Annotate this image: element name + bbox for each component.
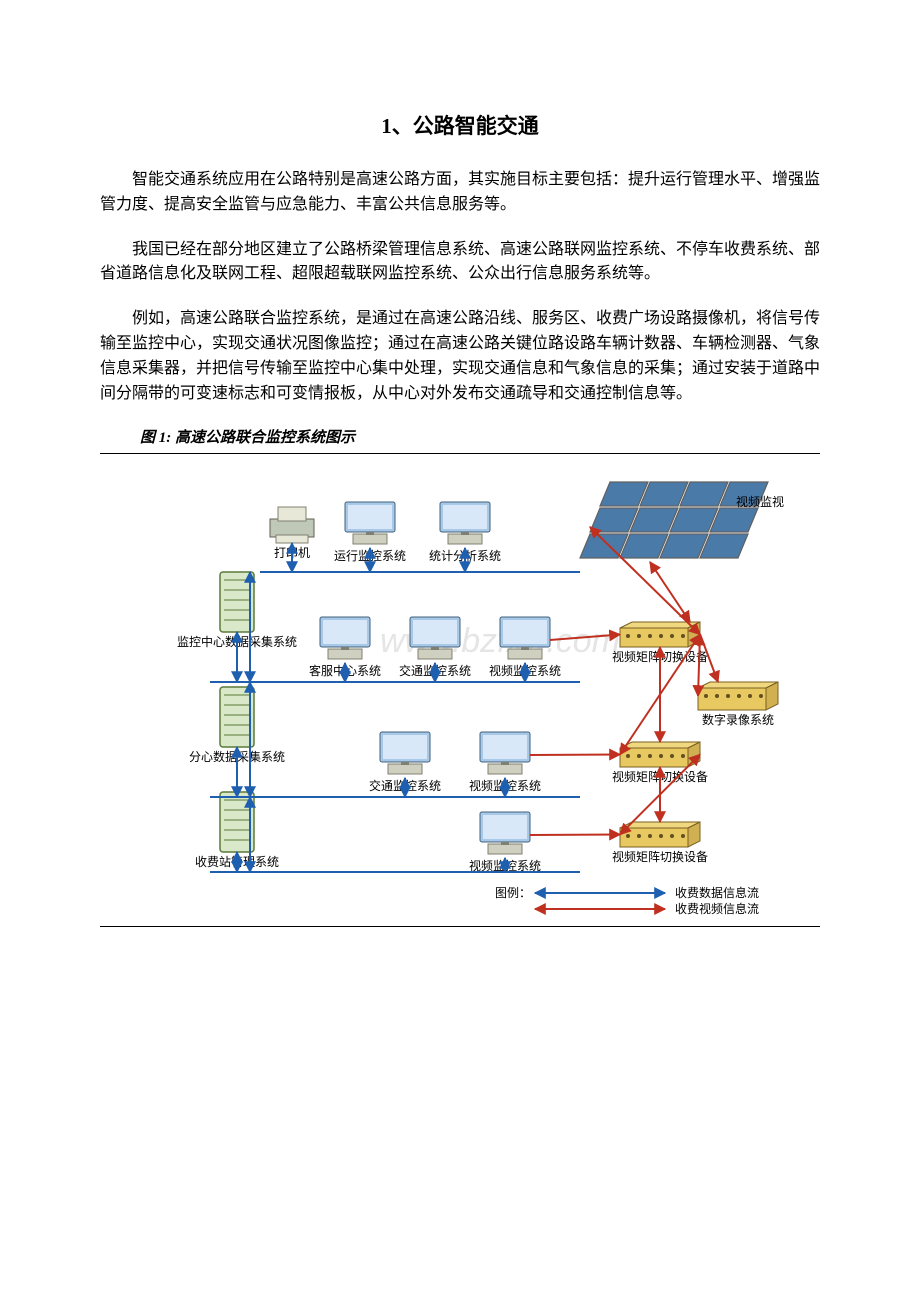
diagram-container: www.bzfxw.com打印机运行监控系统统计分析系统视频监视监控中心数据采集…: [100, 462, 820, 922]
figure-caption: 图 1: 高速公路联合监控系统图示: [140, 426, 820, 453]
rack-icon: [620, 622, 700, 647]
pc-icon: [480, 812, 530, 854]
figure-label: 图 1:: [140, 430, 171, 446]
pc-icon: [480, 732, 530, 774]
server-icon: [220, 572, 254, 632]
pc-icon: [320, 617, 370, 659]
videowall-icon: [580, 482, 768, 558]
rack-icon: [620, 822, 700, 847]
paragraph-1: 智能交通系统应用在公路特别是高速公路方面，其实施目标主要包括：提升运行管理水平、…: [100, 168, 820, 218]
svg-text:数字录像系统: 数字录像系统: [702, 712, 774, 727]
pc-icon: [500, 617, 550, 659]
printer-icon: [270, 507, 314, 543]
server-icon: [220, 687, 254, 747]
pc-icon: [410, 617, 460, 659]
rack-icon: [620, 742, 700, 767]
svg-text:视频矩阵切换设备: 视频矩阵切换设备: [612, 849, 708, 864]
pc-icon: [440, 502, 490, 544]
svg-text:收费数据信息流: 收费数据信息流: [675, 885, 759, 900]
figure-top-rule: [100, 453, 820, 454]
svg-text:收费视频信息流: 收费视频信息流: [675, 901, 759, 916]
server-icon: [220, 792, 254, 852]
figure-bottom-rule: [100, 926, 820, 927]
paragraph-2: 我国已经在部分地区建立了公路桥梁管理信息系统、高速公路联网监控系统、不停车收费系…: [100, 238, 820, 288]
rack-icon: [698, 682, 778, 710]
pc-icon: [345, 502, 395, 544]
diagram-svg: www.bzfxw.com打印机运行监控系统统计分析系统视频监视监控中心数据采集…: [100, 462, 820, 922]
figure-title: 高速公路联合监控系统图示: [175, 430, 355, 446]
svg-text:视频监视: 视频监视: [736, 494, 784, 509]
page-title: 1、公路智能交通: [100, 110, 820, 140]
pc-icon: [380, 732, 430, 774]
svg-text:图例：: 图例：: [495, 886, 531, 900]
paragraph-3: 例如，高速公路联合监控系统，是通过在高速公路沿线、服务区、收费广场设路摄像机，将…: [100, 307, 820, 406]
